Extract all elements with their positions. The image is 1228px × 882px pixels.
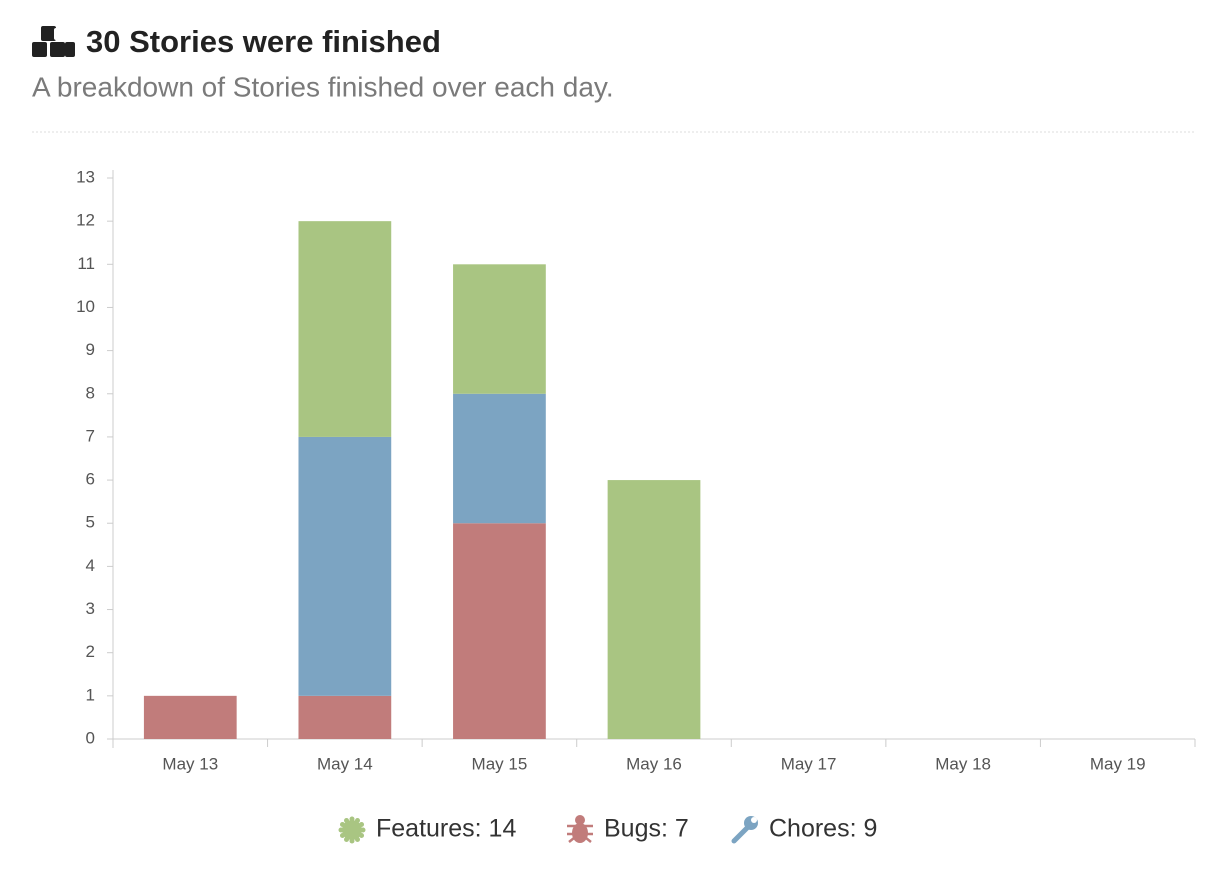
bar-segment [607, 480, 701, 739]
y-tick-label: 13 [76, 167, 95, 186]
legend-icon [355, 837, 360, 843]
bar-segment [453, 523, 546, 739]
x-tick-label: May 15 [472, 754, 528, 773]
bar-segment [298, 695, 392, 739]
bar-segment [298, 221, 392, 437]
y-tick-label: 1 [86, 685, 95, 704]
legend-icon [339, 833, 345, 838]
y-tick-label: 8 [86, 383, 95, 402]
legend-icon [575, 815, 585, 825]
y-tick-label: 2 [86, 642, 95, 661]
legend-icon [751, 817, 757, 823]
bar-segment [143, 695, 237, 739]
y-tick-label: 6 [86, 470, 95, 489]
x-tick-label: May 14 [317, 754, 373, 773]
y-tick-label: 10 [76, 297, 95, 316]
x-tick-label: May 16 [626, 754, 682, 773]
title: 30 Stories were finished [86, 24, 441, 59]
y-tick-label: 12 [76, 211, 95, 230]
legend-icon [338, 827, 344, 833]
x-tick-label: May 19 [1090, 754, 1146, 773]
y-tick-label: 5 [86, 513, 95, 532]
legend-icon [355, 817, 360, 823]
legend-label: Features: 14 [376, 815, 516, 843]
bar-segment [453, 264, 546, 394]
x-tick-label: May 17 [781, 754, 837, 773]
subtitle: A breakdown of Stories finished over eac… [32, 71, 614, 102]
legend-icon [342, 820, 362, 840]
legend-icon [359, 822, 365, 827]
cubes-icon [32, 26, 75, 57]
y-tick-label: 9 [86, 340, 95, 359]
y-tick-label: 7 [86, 426, 95, 445]
legend-icon [359, 833, 365, 838]
y-tick-label: 3 [86, 599, 95, 618]
legend-icon [344, 837, 349, 843]
legend-label: Chores: 9 [769, 815, 877, 843]
legend-icon [349, 816, 355, 822]
y-tick-label: 11 [77, 254, 95, 273]
y-tick-label: 0 [86, 728, 95, 747]
legend-icon [344, 817, 349, 823]
bar-segment [453, 393, 546, 524]
legend-icon [349, 838, 355, 844]
legend-label: Bugs: 7 [604, 815, 689, 843]
x-tick-label: May 13 [162, 754, 218, 773]
bar-segment [298, 436, 392, 696]
y-tick-label: 4 [86, 556, 95, 575]
legend-icon [339, 822, 345, 827]
legend-icon [360, 827, 366, 833]
legend-icon [731, 824, 751, 844]
legend-icon [567, 824, 593, 843]
x-tick-label: May 18 [935, 754, 991, 773]
